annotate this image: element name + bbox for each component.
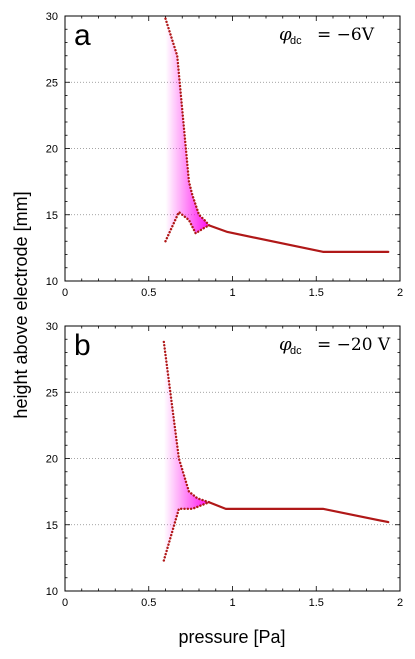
y-tick-label: 20: [46, 454, 58, 466]
x-tick-label: 2: [397, 597, 403, 609]
panel-b: 0 0.5 1 1.5 2 10 15 20 25 30 b φdc = −20 V: [46, 321, 403, 609]
shaded-region: [165, 18, 210, 242]
x-tick-label: 0.5: [141, 597, 156, 609]
shaded-region: [163, 341, 210, 561]
y-tick-label: 25: [46, 387, 58, 399]
plot-frame: [64, 15, 401, 282]
dotted-curve: [164, 210, 211, 243]
y-tick-label: 30: [46, 11, 58, 23]
annotation-subscript: dc: [290, 35, 302, 47]
dotted-curve: [164, 17, 211, 227]
dotted-curve: [162, 340, 211, 504]
solid-curve: [207, 224, 390, 253]
x-tick-label: 0: [62, 287, 68, 299]
y-tick-label: 15: [46, 520, 58, 532]
solid-curve: [207, 501, 390, 524]
annotation-value: = −6V: [317, 25, 375, 45]
x-tick-label: 0: [62, 597, 68, 609]
y-tick-label: 30: [46, 321, 58, 333]
panel-a: 0 0.5 1 1.5 2 10 15 20 25 30 a φdc = −6V: [46, 11, 403, 299]
y-tick-label: 10: [46, 586, 58, 598]
panel-letter: a: [74, 19, 91, 52]
dotted-curve: [162, 501, 211, 562]
y-axis-label: height above electrode [mm]: [11, 191, 31, 418]
plot-frame: [64, 325, 401, 592]
y-tick-label: 15: [46, 210, 58, 222]
x-tick-label: 1: [229, 597, 235, 609]
annotation-symbol: φ: [279, 24, 292, 45]
x-tick-label: 1.5: [309, 597, 324, 609]
y-tick-label: 25: [46, 77, 58, 89]
x-tick-label: 0.5: [141, 287, 156, 299]
y-tick-label: 10: [46, 276, 58, 288]
x-tick-label: 1: [229, 287, 235, 299]
panel-letter: b: [74, 329, 91, 362]
x-tick-label: 1.5: [309, 287, 324, 299]
annotation-value: = −20 V: [317, 335, 391, 355]
x-axis-label: pressure [Pa]: [178, 627, 285, 647]
y-tick-label: 20: [46, 144, 58, 156]
x-tick-label: 2: [397, 287, 403, 299]
annotation-subscript: dc: [290, 345, 302, 357]
annotation-symbol: φ: [279, 334, 292, 355]
